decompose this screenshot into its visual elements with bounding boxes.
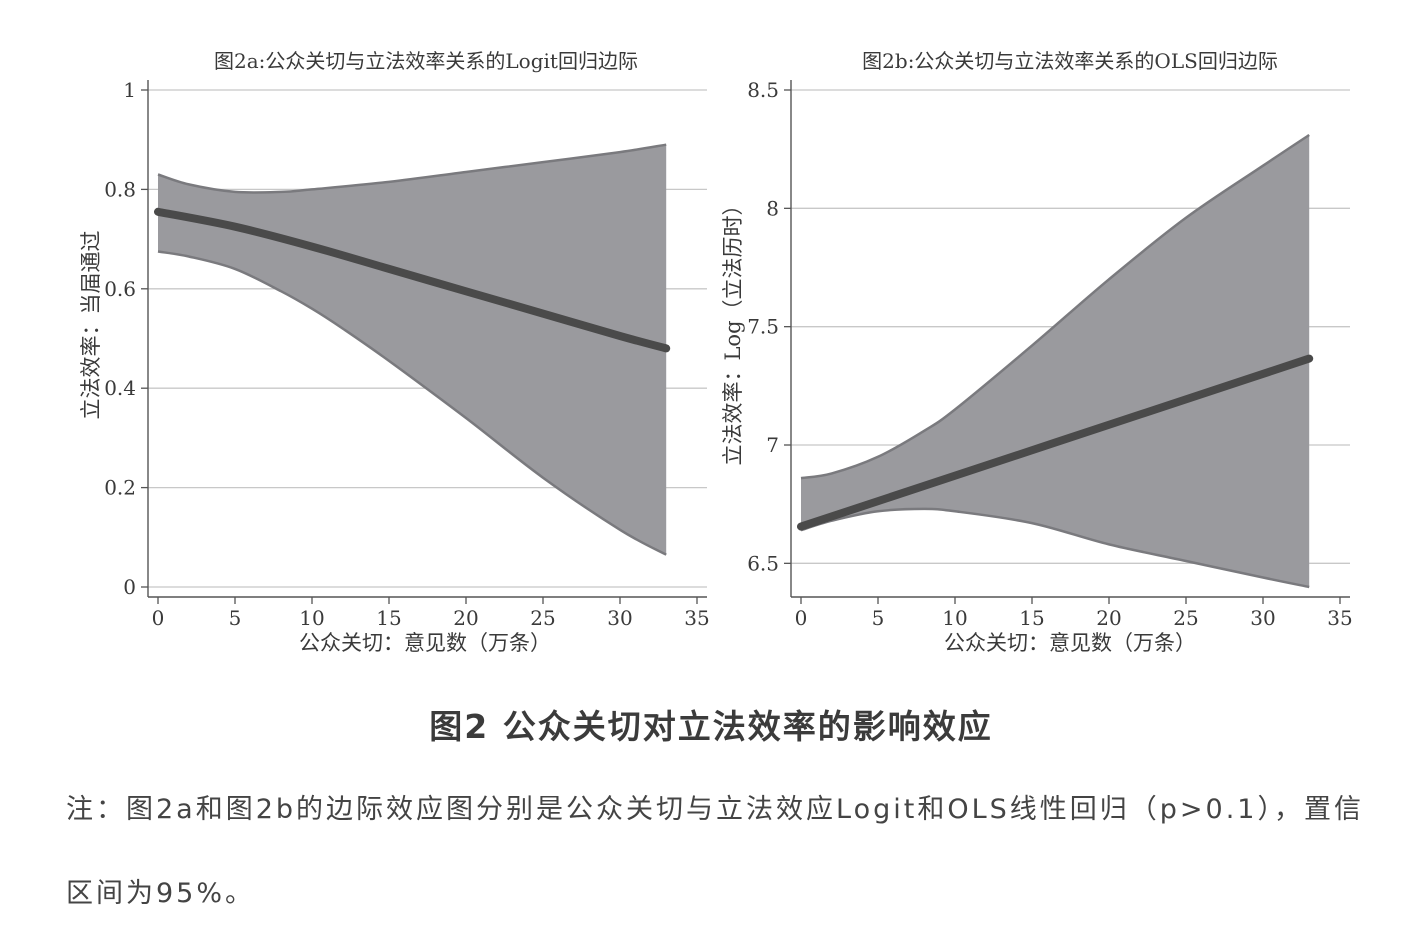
chart-b-data [797,133,1314,589]
chart-b-xtick-label: 30 [1250,606,1275,630]
chart-a-data [154,143,671,556]
chart-a-estimate-line [154,207,671,353]
chart-2a-xlabel: 公众关切：意见数（万条） [299,631,551,655]
chart-b-lower-bound [800,507,1310,589]
chart-a-xtick-label: 5 [229,606,242,630]
chart-b-xtick-label: 20 [1096,606,1121,630]
chart-b-xtick-label: 15 [1019,606,1044,630]
chart-2a: 图2a:公众关切与立法效率关系的Logit回归边际 公众关切：意见数（万条） 立… [79,49,710,655]
chart-a-ytick-label: 0.2 [104,476,136,500]
chart-b-xtick-label: 0 [795,606,808,630]
chart-b-ytick-label: 6.5 [747,551,779,575]
chart-b-ytick-label: 8 [766,196,779,220]
chart-b-upper-bound [800,133,1310,480]
chart-2a-ylabel: 立法效率：当届通过 [79,231,103,420]
chart-a-lower-bound [157,250,667,556]
chart-a-xtick-label: 15 [376,606,401,630]
chart-a-upper-bound [157,143,667,194]
chart-a-ytick-label: 1 [123,78,136,102]
chart-2b-ylabel: 立法效率：Log（立法历时） [721,194,745,465]
chart-a-xtick-label: 35 [684,606,709,630]
chart-a-confidence-band [158,144,667,555]
chart-2b-xlabel: 公众关切：意见数（万条） [944,631,1196,655]
chart-b-xtick-label: 5 [872,606,885,630]
chart-a-ytick-label: 0.8 [104,177,136,201]
figure-charts: 图2a:公众关切与立法效率关系的Logit回归边际 公众关切：意见数（万条） 立… [79,49,1353,655]
chart-b-ytick-label: 8.5 [747,78,779,102]
chart-b-axes: 6.5 7 7.5 8 8.5 0 5 10 15 20 25 30 35 [747,78,1353,630]
chart-b-xtick-label: 10 [942,606,967,630]
chart-a-ytick-label: 0.6 [104,277,136,301]
chart-a-axes: 00.20.40.60.810 5 10 15 20 25 30 35 [104,78,710,630]
figure-note: 注：图2a和图2b的边际效应图分别是公众关切与立法效应Logit和OLS线性回归… [66,794,1364,909]
chart-b-estimate-line [797,354,1314,531]
chart-a-xtick-label: 25 [530,606,555,630]
chart-b-xtick-label: 25 [1173,606,1198,630]
chart-a-xtick-label: 20 [453,606,478,630]
chart-a-ytick-label: 0.4 [104,376,136,400]
chart-a-xtick-label: 30 [607,606,632,630]
chart-2a-title: 图2a:公众关切与立法效率关系的Logit回归边际 [214,49,638,73]
chart-2b: 图2b:公众关切与立法效率关系的OLS回归边际 公众关切：意见数（万条） 立法效… [721,49,1353,655]
figure-caption: 图2 公众关切对立法效率的影响效应 [429,707,993,746]
chart-b-xtick-label: 35 [1327,606,1352,630]
chart-a-xtick-label: 10 [299,606,324,630]
chart-b-ytick-label: 7.5 [747,315,779,339]
chart-b-confidence-band [801,135,1310,587]
chart-a-ytick-label: 0 [123,575,136,599]
chart-2b-title: 图2b:公众关切与立法效率关系的OLS回归边际 [862,49,1278,73]
chart-a-xtick-label: 0 [152,606,165,630]
chart-b-ytick-label: 7 [766,433,779,457]
